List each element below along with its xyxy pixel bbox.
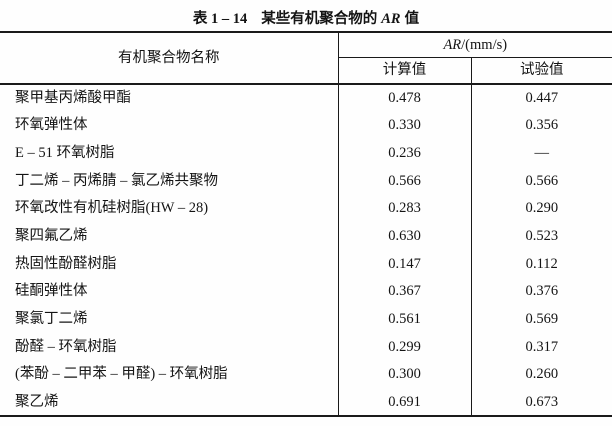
experimental-value-cell: — xyxy=(534,144,550,161)
polymer-ar-table: 有机聚合物名称 AR/(mm/s) 计算值 试验值 聚甲基丙烯酸甲酯 0.478… xyxy=(0,31,612,418)
table-title-symbol: AR xyxy=(381,10,401,27)
experimental-value-cell: 0.290 xyxy=(525,200,559,217)
experimental-value-cell: 0.673 xyxy=(525,393,559,410)
experimental-value-cell: 0.569 xyxy=(525,311,559,328)
table-row: 聚乙烯 0.691 0.673 xyxy=(0,388,612,417)
table-row: 酚醛 – 环氧树脂 0.299 0.317 xyxy=(0,333,612,361)
ar-unit: /(mm/s) xyxy=(461,36,508,53)
experimental-value-cell: 0.317 xyxy=(525,338,559,355)
column-header-polymer-name: 有机聚合物名称 xyxy=(0,32,339,85)
column-header-experimental: 试验值 xyxy=(471,57,612,85)
table-row: E – 51 环氧树脂 0.236 — xyxy=(0,139,612,168)
calculated-value-cell: 0.478 xyxy=(338,84,472,112)
polymer-name-cell: 聚四氟乙烯 xyxy=(0,222,339,251)
calculated-value-cell: 0.330 xyxy=(338,111,472,140)
table-title-text-before: 某些有机聚合物的 xyxy=(261,10,378,27)
table-row: 丁二烯 – 丙烯腈 – 氯乙烯共聚物 0.566 0.566 xyxy=(0,167,612,195)
calculated-value-cell: 0.566 xyxy=(338,167,472,195)
table-header: 有机聚合物名称 AR/(mm/s) 计算值 试验值 xyxy=(0,32,612,85)
experimental-value-cell: 0.376 xyxy=(525,283,559,300)
table-row: 环氧弹性体 0.330 0.356 xyxy=(0,111,612,140)
polymer-name-cell: 聚氯丁二烯 xyxy=(0,305,339,334)
calculated-value-cell: 0.147 xyxy=(338,250,472,278)
experimental-value-cell: 0.260 xyxy=(525,366,559,383)
table-row: 环氧改性有机硅树脂(HW – 28) 0.283 0.290 xyxy=(0,194,612,223)
table-row: 聚四氟乙烯 0.630 0.523 xyxy=(0,222,612,251)
calculated-value-cell: 0.630 xyxy=(338,222,472,251)
polymer-name-cell: 硅酮弹性体 xyxy=(0,277,339,306)
experimental-value-cell: 0.447 xyxy=(525,90,559,107)
table-caption: 表 1 – 14 某些有机聚合物的 AR 值 xyxy=(0,0,612,31)
header-row-2: 计算值 试验值 xyxy=(0,57,612,85)
experimental-value-cell: 0.523 xyxy=(525,228,559,245)
ar-symbol: AR xyxy=(443,36,462,53)
calculated-value-cell: 0.283 xyxy=(338,194,472,223)
experimental-value-cell: 0.112 xyxy=(525,255,558,272)
column-header-ar-unit: AR/(mm/s) xyxy=(338,32,612,58)
polymer-name-cell: 环氧改性有机硅树脂(HW – 28) xyxy=(0,194,339,223)
table-title: 某些有机聚合物的 AR 值 xyxy=(261,7,419,28)
polymer-name-cell: (苯酚 – 二甲苯 – 甲醛) – 环氧树脂 xyxy=(0,360,339,389)
polymer-name-cell: 酚醛 – 环氧树脂 xyxy=(0,333,339,361)
table-row: 聚氯丁二烯 0.561 0.569 xyxy=(0,305,612,334)
calculated-value-cell: 0.300 xyxy=(338,360,472,389)
polymer-name-cell: 热固性酚醛树脂 xyxy=(0,250,339,278)
table-row: 聚甲基丙烯酸甲酯 0.478 0.447 xyxy=(0,84,612,112)
table-row: 热固性酚醛树脂 0.147 0.112 xyxy=(0,250,612,278)
table-body: 聚甲基丙烯酸甲酯 0.478 0.447 环氧弹性体 0.330 0.356 E… xyxy=(0,84,612,417)
calculated-value-cell: 0.367 xyxy=(338,277,472,306)
table-title-text-after: 值 xyxy=(404,10,420,27)
calculated-value-cell: 0.561 xyxy=(338,305,472,334)
experimental-value-cell: 0.566 xyxy=(525,172,559,189)
experimental-value-cell: 0.356 xyxy=(525,117,559,134)
calculated-value-cell: 0.299 xyxy=(338,333,472,361)
table-row: (苯酚 – 二甲苯 – 甲醛) – 环氧树脂 0.300 0.260 xyxy=(0,360,612,389)
polymer-name-cell: 丁二烯 – 丙烯腈 – 氯乙烯共聚物 xyxy=(0,167,339,195)
polymer-name-cell: 环氧弹性体 xyxy=(0,111,339,140)
column-header-calculated: 计算值 xyxy=(338,57,472,85)
polymer-name-cell: E – 51 环氧树脂 xyxy=(0,139,339,168)
table-row: 硅酮弹性体 0.367 0.376 xyxy=(0,277,612,306)
header-row-1: 有机聚合物名称 AR/(mm/s) xyxy=(0,32,612,85)
calculated-value-cell: 0.236 xyxy=(338,139,472,168)
calculated-value-cell: 0.691 xyxy=(338,388,472,417)
polymer-name-cell: 聚乙烯 xyxy=(0,388,339,417)
polymer-name-cell: 聚甲基丙烯酸甲酯 xyxy=(0,84,339,112)
table-number: 表 1 – 14 xyxy=(192,10,248,27)
